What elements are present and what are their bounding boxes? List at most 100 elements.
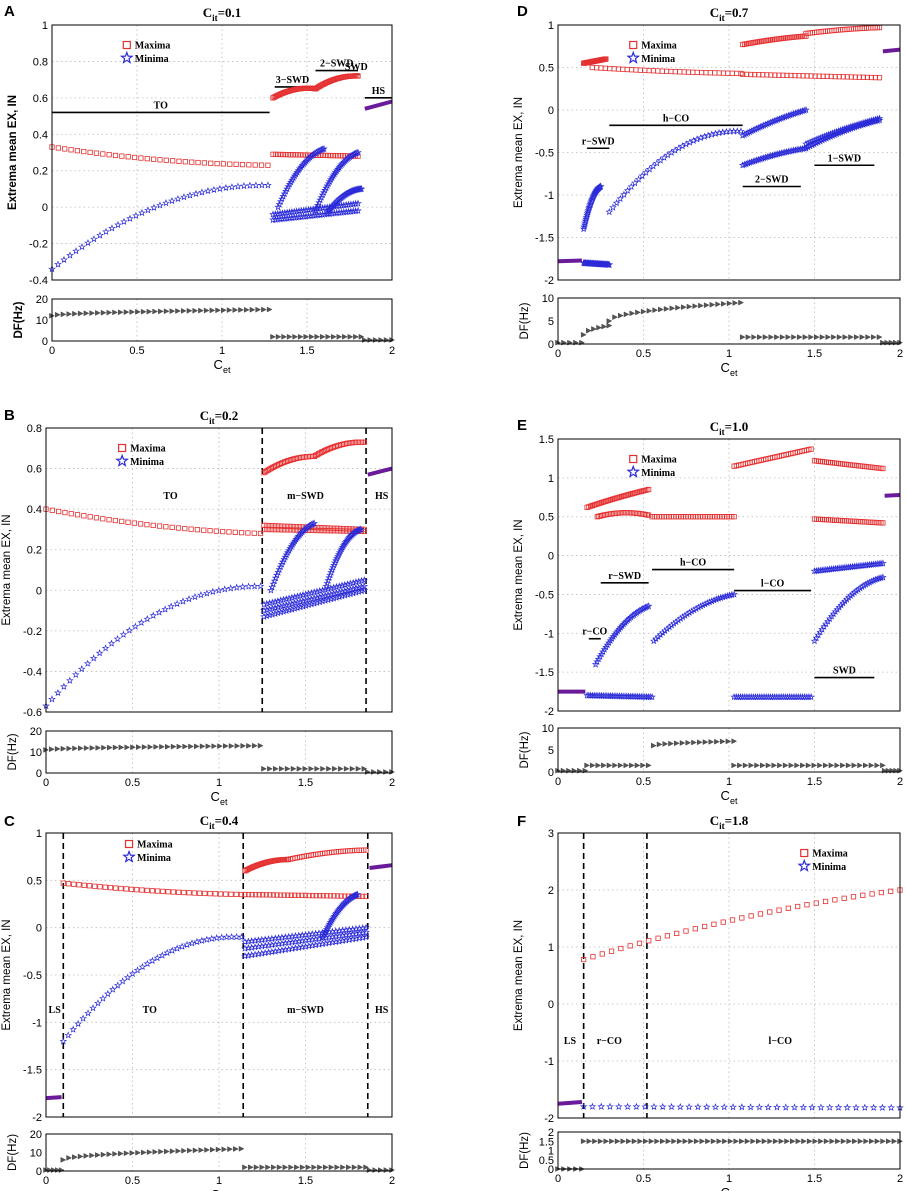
- df-point: [732, 300, 739, 306]
- maxima-point: [264, 526, 270, 533]
- minima-point: [290, 172, 299, 180]
- df-y-tick-label: 20: [36, 294, 48, 306]
- df-point: [876, 334, 883, 340]
- df-y-tick-label: 10: [36, 315, 48, 327]
- maxima-point: [262, 469, 269, 475]
- minima-point: [869, 1103, 878, 1111]
- maxima-point: [646, 486, 652, 493]
- maxima-point: [822, 898, 829, 905]
- minima-point: [264, 181, 272, 189]
- maxima-point: [785, 905, 791, 911]
- df-point: [320, 333, 326, 340]
- minima-point: [869, 560, 878, 568]
- df-point: [328, 1164, 335, 1171]
- df-point: [322, 1164, 329, 1171]
- maxima-series: [803, 24, 883, 37]
- maxima-point: [144, 522, 150, 528]
- minima-point: [810, 567, 819, 575]
- maxima-point: [795, 903, 801, 910]
- minima-point: [705, 598, 714, 606]
- panel-b: B Cit=0.2 0.8 0.6 0.4 0.2 0 -0.2 -0.4 -0.6 TO m−SWD…: [1, 407, 395, 807]
- maxima-point: [311, 527, 317, 534]
- minima-point: [658, 1102, 667, 1111]
- df-point: [868, 762, 875, 769]
- y-axis-label: Extrema mean EX, IN: [7, 95, 19, 210]
- minima-point: [294, 937, 303, 945]
- y-tick-label: -0.5: [535, 589, 554, 601]
- maxima-point: [296, 524, 302, 530]
- maxima-point: [880, 520, 886, 526]
- maxima-point: [317, 525, 323, 531]
- maxima-point: [841, 895, 847, 901]
- minima-point: [281, 945, 290, 953]
- minima-point: [325, 933, 333, 941]
- maxima-point: [245, 891, 252, 898]
- maxima-point: [363, 893, 369, 900]
- df-point: [311, 1164, 318, 1171]
- minima-point: [838, 125, 847, 133]
- minima-point: [304, 589, 313, 597]
- legend-maxima-marker: [124, 839, 134, 849]
- x-tick-label: 0: [555, 348, 561, 360]
- df-point: [686, 303, 693, 310]
- maxima-point: [813, 900, 819, 906]
- minima-point: [354, 577, 363, 585]
- minima-point: [178, 942, 186, 950]
- df-point: [871, 334, 877, 340]
- minima-point: [96, 231, 104, 239]
- maxima-point: [138, 155, 144, 161]
- df-point: [846, 1138, 853, 1145]
- df-point: [255, 306, 262, 313]
- maxima-series: [581, 56, 609, 66]
- minima-point: [262, 599, 271, 608]
- minima-point: [325, 177, 334, 185]
- maxima-point: [62, 509, 68, 516]
- maxima-point: [320, 525, 326, 531]
- minima-point: [867, 560, 876, 568]
- df-point: [340, 1164, 346, 1171]
- minima-point: [282, 606, 291, 615]
- df-y-axis-label: DF(Hz): [7, 733, 19, 770]
- minima-point: [849, 122, 857, 130]
- y-tick-label: 1: [548, 20, 554, 32]
- minima-point: [812, 135, 820, 143]
- y-tick-label: 0.4: [27, 504, 42, 516]
- minima-point: [180, 193, 188, 201]
- df-point: [651, 742, 657, 749]
- minima-point: [816, 566, 824, 574]
- maxima-point: [87, 149, 93, 155]
- minima-point: [288, 944, 296, 952]
- df-point: [123, 309, 130, 315]
- minima-point: [354, 587, 363, 595]
- minima-point: [288, 593, 296, 601]
- maxima-point: [739, 915, 745, 921]
- minima-point: [687, 607, 696, 615]
- maxima-point: [284, 523, 291, 529]
- maxima-point: [310, 892, 316, 899]
- df-point: [146, 308, 153, 315]
- maxima-point: [195, 159, 201, 166]
- minima-series: [241, 933, 370, 960]
- minima-point: [648, 693, 656, 701]
- minima-point: [360, 586, 369, 594]
- df-point: [314, 333, 321, 340]
- df-point: [801, 1138, 807, 1145]
- minima-point: [193, 937, 201, 946]
- panel-c: C Cit=0.4 1 0.5 0 -0.5 -1 -1.5 -2 LS TO m−SWD HS Maxi…: [1, 813, 395, 1191]
- df-point: [273, 765, 279, 772]
- minima-point: [694, 603, 703, 611]
- y-tick-label: 0.6: [27, 464, 42, 476]
- minima-point: [839, 599, 847, 607]
- panel-d: D Cit=0.7 1 0.5 0 -0.5 -1 -1.5 -2 r−SWD h−CO 2−SWD 1…: [513, 3, 903, 378]
- minima-point: [829, 564, 838, 573]
- minima-point: [310, 519, 318, 527]
- df-y-tick-label: 0: [548, 339, 554, 351]
- df-point: [270, 333, 276, 340]
- df-point: [169, 308, 176, 314]
- df-point: [853, 334, 860, 340]
- minima-point: [342, 936, 350, 944]
- minima-point: [246, 181, 254, 189]
- minima-point: [822, 131, 831, 139]
- minima-point: [349, 578, 357, 587]
- minima-point: [60, 255, 68, 264]
